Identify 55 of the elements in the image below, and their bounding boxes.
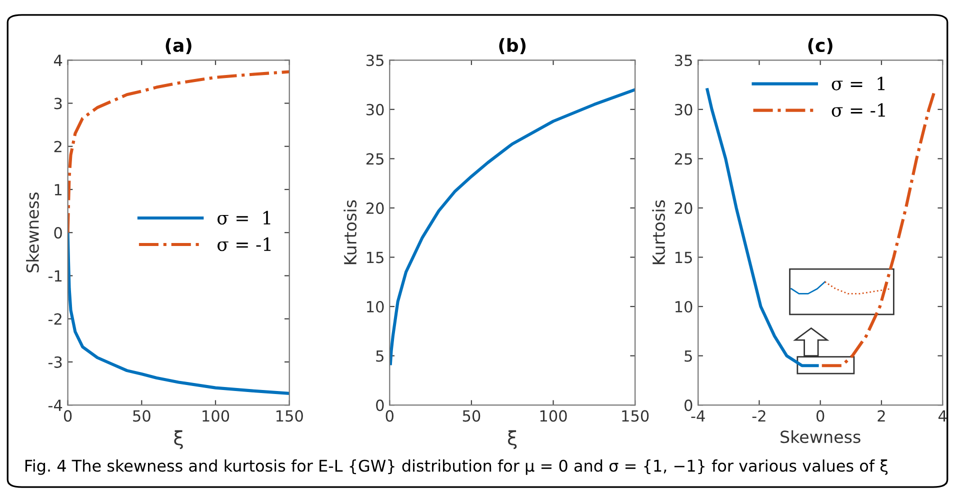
y-axis-title: Kurtosis xyxy=(344,200,357,264)
y-tick-label: 3 xyxy=(54,98,62,110)
line-series xyxy=(390,88,636,366)
chart-title: (a) xyxy=(166,38,192,54)
y-tick-label: 25 xyxy=(366,153,384,165)
y-tick-label: 20 xyxy=(366,202,384,214)
line-series xyxy=(68,70,290,234)
y-tick-label: 10 xyxy=(675,300,692,313)
x-axis-title: Skewness xyxy=(780,430,860,444)
y-tick-label: -3 xyxy=(48,356,62,368)
y-tick-label: 20 xyxy=(674,202,692,214)
y-tick-label: 35 xyxy=(674,54,692,66)
y-axis-title: Kurtosis xyxy=(652,200,666,264)
y-tick-label: 5 xyxy=(376,350,384,362)
line-series xyxy=(68,231,290,395)
legend-label: σ = 1 xyxy=(832,76,884,90)
legend-label: σ = -1 xyxy=(832,103,885,117)
x-tick-label: 0 xyxy=(386,410,394,422)
y-tick-label: 10 xyxy=(367,300,384,313)
y-axis-title: Skewness xyxy=(26,192,39,272)
y-tick-label: 30 xyxy=(366,104,384,116)
y-tick-label: 5 xyxy=(684,350,692,362)
x-tick-label: 0 xyxy=(816,410,824,422)
x-tick-label: 150 xyxy=(622,410,649,422)
y-tick-label: 30 xyxy=(674,104,692,116)
x-tick-label: 2 xyxy=(878,410,885,422)
caption: Fig. 4 The skewness and kurtosis for E-L {GW} distribution for μ = 0 and σ = {1, −1} for various values of ξ xyxy=(25,459,888,475)
legend-label: σ = 1 xyxy=(217,210,270,225)
x-tick-label: 150 xyxy=(276,410,303,422)
y-tick-label: 0 xyxy=(684,400,692,412)
chart-title: (c) xyxy=(808,38,832,54)
x-tick-label: 4 xyxy=(938,410,947,422)
y-tick-label: 4 xyxy=(54,54,62,66)
y-tick-label: 25 xyxy=(674,153,692,165)
chart-title: (b) xyxy=(499,38,526,54)
y-tick-label: 2 xyxy=(54,140,62,152)
y-tick-label: -1 xyxy=(48,270,62,282)
y-tick-label: -4 xyxy=(48,400,62,411)
x-tick-label: 50 xyxy=(133,410,150,422)
y-tick-label: 0 xyxy=(54,227,62,239)
y-tick-label: 35 xyxy=(366,54,384,66)
y-tick-label: 15 xyxy=(367,252,384,264)
y-tick-label: 15 xyxy=(675,252,692,264)
line-series xyxy=(706,88,819,368)
y-tick-label: -2 xyxy=(48,313,62,325)
y-tick-label: 0 xyxy=(376,400,384,412)
x-tick-label: 100 xyxy=(540,410,567,422)
y-tick-label: 1 xyxy=(54,184,62,196)
legend-label: σ = -1 xyxy=(217,237,271,252)
x-axis-title: ξ xyxy=(174,430,183,450)
x-tick-label: 0 xyxy=(64,410,72,422)
x-tick-label: 100 xyxy=(202,410,230,422)
x-tick-label: -2 xyxy=(752,410,766,422)
x-axis-title: ξ xyxy=(508,430,517,450)
x-tick-label: 50 xyxy=(462,410,480,422)
